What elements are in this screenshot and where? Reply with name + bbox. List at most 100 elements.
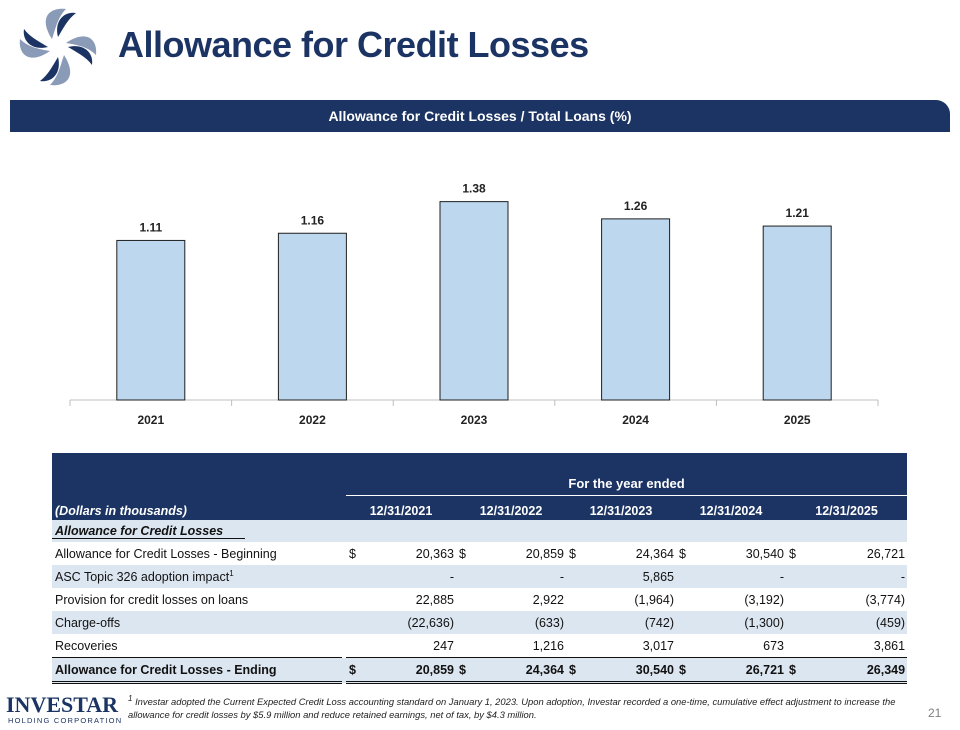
currency-sign: $	[459, 546, 466, 561]
data-label-2024: 1.26	[624, 199, 648, 213]
label-header: (Dollars in thousands)	[52, 495, 342, 520]
section-title: Allowance for Credit Losses	[52, 524, 246, 539]
ending-row: Allowance for Credit Losses - Ending $20,…	[52, 657, 908, 684]
currency-sign	[786, 634, 800, 658]
currency-sign	[346, 588, 360, 611]
currency-sign	[346, 565, 360, 588]
data-label-2023: 1.38	[462, 182, 486, 196]
currency-sign: $	[786, 657, 800, 684]
table-cell: 30,540	[580, 657, 676, 684]
x-tick-label-2021: 2021	[137, 413, 164, 427]
table-cell: (1,300)	[690, 611, 786, 634]
currency-sign	[566, 634, 580, 658]
currency-sign	[786, 565, 800, 588]
table-cell: 3,861	[800, 634, 908, 658]
currency-sign	[566, 565, 580, 588]
row-label: ASC Topic 326 adoption impact	[55, 570, 230, 585]
x-tick-label-2023: 2023	[461, 413, 488, 427]
currency-sign	[786, 611, 800, 634]
table-cell: 24,364	[470, 657, 566, 684]
table-cell: (633)	[470, 611, 566, 634]
currency-sign	[676, 565, 690, 588]
table-cell: 2,922	[532, 592, 564, 607]
table-cell: 673	[690, 634, 786, 658]
table-cell: -	[690, 565, 786, 588]
currency-sign: $	[349, 546, 356, 561]
currency-sign	[346, 611, 360, 634]
footnote-marker: 1	[128, 694, 133, 703]
data-label-2021: 1.11	[139, 220, 162, 234]
currency-sign: $	[346, 657, 360, 684]
page-title: Allowance for Credit Losses	[118, 24, 589, 65]
table-cell: (3,192)	[744, 592, 784, 607]
currency-sign	[676, 588, 690, 611]
row-label: Recoveries	[55, 638, 118, 653]
row-label: Allowance for Credit Losses - Ending	[55, 662, 277, 677]
allowance-table: For the year ended (Dollars in thousands…	[52, 453, 908, 684]
allowance-table-container: For the year ended (Dollars in thousands…	[52, 453, 908, 684]
table-cell: 26,721	[690, 657, 786, 684]
data-label-2022: 1.16	[301, 213, 325, 227]
currency-sign	[566, 588, 580, 611]
currency-sign	[676, 611, 690, 634]
column-header-12-31-2021: 12/31/2021	[346, 495, 456, 520]
x-tick-label-2024: 2024	[622, 413, 649, 427]
currency-sign	[676, 634, 690, 658]
currency-sign	[456, 634, 470, 658]
table-cell: 20,363	[415, 546, 454, 561]
footnote-ref: 1	[229, 568, 234, 578]
currency-sign: $	[679, 546, 686, 561]
bar-2021	[116, 239, 186, 401]
section-row: Allowance for Credit Losses	[52, 520, 908, 542]
column-header-12-31-2023: 12/31/2023	[566, 495, 676, 520]
table-cell: 5,865	[580, 565, 676, 588]
table-cell: -	[470, 565, 566, 588]
table-cell: (22,636)	[360, 611, 456, 634]
currency-sign: $	[789, 546, 796, 561]
bar-2025	[762, 225, 832, 401]
chart-banner: Allowance for Credit Losses / Total Loan…	[10, 100, 950, 132]
currency-sign: $	[569, 546, 576, 561]
x-tick-label-2022: 2022	[299, 413, 326, 427]
table-cell: (459)	[800, 611, 908, 634]
ratio-bar-chart: 1.11 2021 1.16 2022 1.38 2023 1.26 2024 1.21 2025	[69, 182, 879, 427]
table-cell: 30,540	[745, 546, 784, 561]
currency-sign: $	[456, 657, 470, 684]
table-cell: (1,964)	[634, 592, 674, 607]
table-cell: (3,774)	[865, 592, 906, 607]
column-header-12-31-2022: 12/31/2022	[456, 495, 566, 520]
table-row: Provision for credit losses on loans 22,8…	[52, 588, 907, 611]
row-label: Allowance for Credit Losses - Beginning	[55, 546, 277, 561]
table-cell: 20,859	[525, 546, 564, 561]
table-cell: 26,349	[800, 657, 908, 684]
row-label: Charge-offs	[55, 615, 121, 630]
currency-sign	[566, 611, 580, 634]
table-cell: 1,216	[470, 634, 566, 658]
table-cell: 247	[360, 634, 456, 658]
table-row: ASC Topic 326 adoption impact1- -5,865- -	[52, 565, 908, 588]
table-row: Charge-offs (22,636) (633) (742) (1,300) (459…	[52, 611, 908, 634]
footnote: 1 Investar adopted the Current Expected …	[128, 692, 908, 721]
currency-sign: $	[566, 657, 580, 684]
table-cell: 22,885	[415, 592, 454, 607]
footnote-text: Investar adopted the Current Expected Cr…	[128, 696, 896, 721]
group-header: For the year ended	[346, 453, 908, 496]
table-row: Allowance for Credit Losses - Beginning $…	[52, 542, 907, 565]
table-cell: -	[360, 565, 456, 588]
table-cell: 20,859	[360, 657, 456, 684]
table-group-header-row: For the year ended	[52, 453, 908, 496]
table-cell: 26,721	[866, 546, 906, 561]
bar-2023	[439, 201, 509, 401]
column-header-12-31-2024: 12/31/2024	[676, 495, 786, 520]
chart-banner-title: Allowance for Credit Losses / Total Loan…	[328, 108, 632, 124]
currency-sign	[346, 634, 360, 658]
table-cell: -	[800, 565, 908, 588]
footer-logo-sub: HOLDING CORPORATION	[8, 716, 121, 725]
currency-sign: $	[676, 657, 690, 684]
table-row: Recoveries 247 1,216 3,017 673 3,861	[52, 634, 908, 658]
table-cell: (742)	[580, 611, 676, 634]
row-label: Provision for credit losses on loans	[55, 592, 249, 607]
investar-footer-logo: INVESTAR HOLDING CORPORATION	[6, 692, 121, 725]
footer-logo-name: INVESTAR	[6, 692, 119, 717]
column-header-12-31-2025: 12/31/2025	[786, 495, 908, 520]
